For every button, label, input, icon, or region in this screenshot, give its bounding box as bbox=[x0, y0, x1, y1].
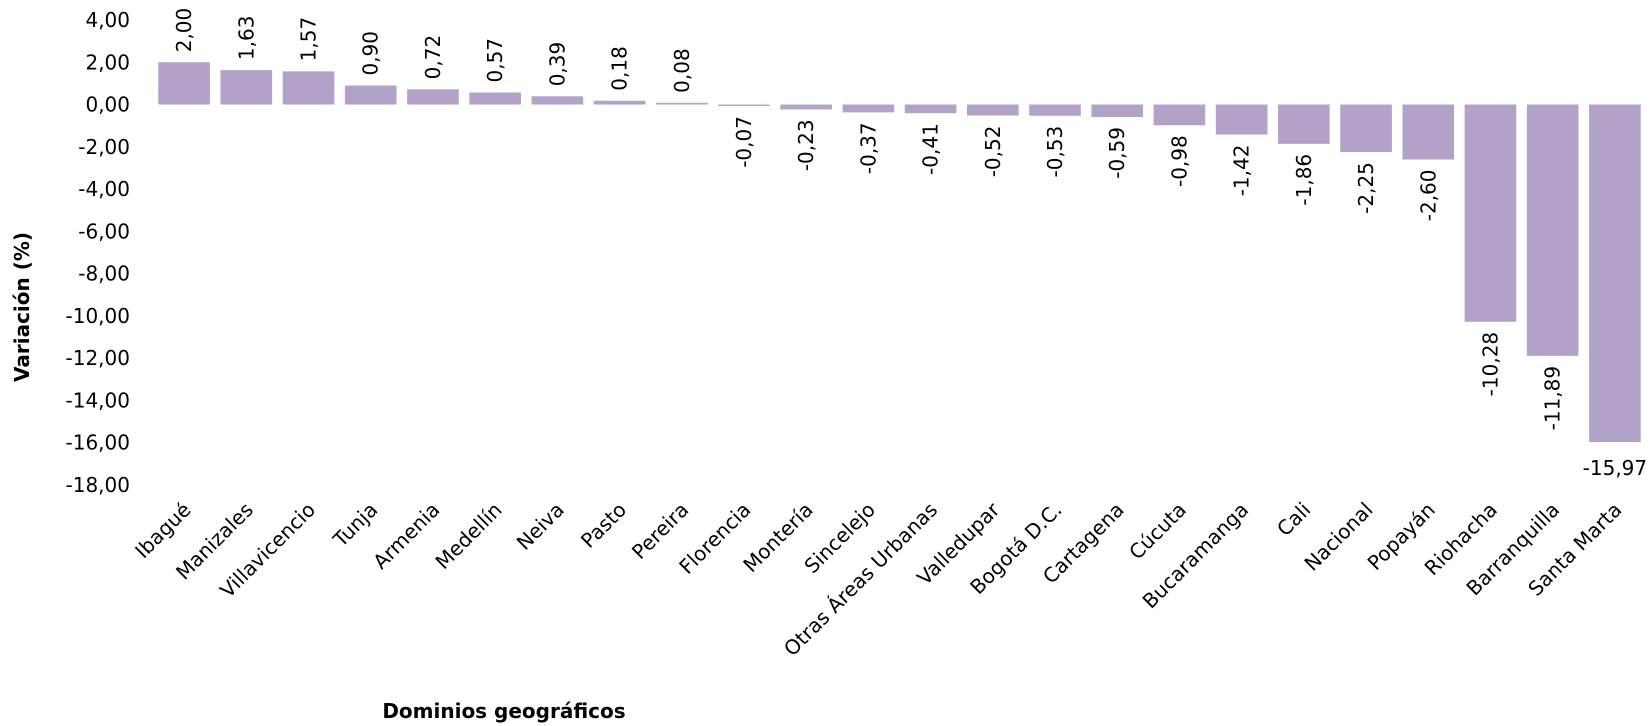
bar bbox=[1091, 104, 1144, 118]
data-label: -15,97 bbox=[1583, 456, 1647, 480]
y-tick-label: -6,00 bbox=[78, 219, 130, 243]
bar bbox=[282, 71, 335, 105]
data-label: -0,98 bbox=[1167, 135, 1191, 187]
data-label: -0,23 bbox=[794, 119, 818, 171]
data-label: 0,39 bbox=[545, 42, 569, 87]
y-tick-label: 4,00 bbox=[85, 8, 130, 32]
y-tick-label: -12,00 bbox=[66, 346, 130, 370]
data-label: 2,00 bbox=[172, 8, 196, 53]
bar bbox=[407, 89, 459, 105]
bar bbox=[531, 96, 584, 105]
y-tick-label: -16,00 bbox=[66, 431, 130, 455]
y-tick-label: -14,00 bbox=[66, 388, 130, 412]
data-label: 0,90 bbox=[359, 31, 383, 76]
x-tick-label: Pasto bbox=[576, 498, 631, 553]
bar bbox=[344, 85, 397, 105]
data-label: -0,37 bbox=[856, 122, 880, 174]
data-label: -1,86 bbox=[1292, 154, 1316, 206]
data-label: -0,41 bbox=[919, 123, 943, 175]
data-label: 1,63 bbox=[234, 16, 258, 61]
bar bbox=[904, 104, 957, 114]
y-tick-label: -18,00 bbox=[66, 473, 130, 497]
bar bbox=[1340, 104, 1392, 153]
x-tick-label: Medellín bbox=[430, 498, 506, 574]
data-label: -0,52 bbox=[981, 126, 1005, 178]
bar bbox=[1526, 104, 1579, 356]
x-tick-label: Bucaramanga bbox=[1138, 498, 1254, 614]
x-tick-label: Neiva bbox=[512, 498, 569, 555]
data-label: -11,89 bbox=[1541, 366, 1565, 430]
data-label: -2,25 bbox=[1354, 162, 1378, 214]
x-tick-label: Nacional bbox=[1299, 498, 1377, 576]
x-tick-label: Tunja bbox=[328, 498, 383, 553]
x-axis-title: Dominios geográficos bbox=[382, 699, 625, 723]
bar bbox=[780, 104, 832, 110]
bar bbox=[718, 104, 770, 107]
data-label: -10,28 bbox=[1478, 332, 1502, 396]
y-tick-label: 0,00 bbox=[85, 93, 130, 117]
data-label: 0,72 bbox=[421, 35, 445, 80]
bar bbox=[1215, 104, 1268, 135]
data-label: -2,60 bbox=[1416, 170, 1440, 222]
y-axis-ticks: 4,00 2,00 0,00 -2,00 -4,00 -6,00 -8,00 -10,00 -1… bbox=[66, 8, 130, 497]
data-label: 1,57 bbox=[297, 17, 321, 62]
bar bbox=[1153, 104, 1206, 126]
bar bbox=[1278, 104, 1330, 144]
bar bbox=[1589, 104, 1641, 443]
bar bbox=[1402, 104, 1455, 160]
bar bbox=[1464, 104, 1517, 322]
bar bbox=[655, 102, 708, 105]
data-label: 0,08 bbox=[670, 48, 694, 93]
data-label: 0,18 bbox=[608, 46, 632, 91]
bar bbox=[158, 62, 210, 105]
y-axis-title: Variación (%) bbox=[10, 232, 34, 382]
data-label: -1,42 bbox=[1230, 145, 1254, 197]
x-tick-label: Cali bbox=[1272, 498, 1315, 541]
bar bbox=[1029, 104, 1081, 116]
data-label: -0,07 bbox=[732, 116, 756, 168]
bar bbox=[593, 100, 646, 105]
y-tick-label: 2,00 bbox=[85, 50, 130, 74]
x-tick-label: Armenia bbox=[368, 498, 444, 574]
bar bbox=[220, 70, 273, 105]
bars-group bbox=[158, 62, 1641, 443]
y-tick-label: -10,00 bbox=[66, 304, 130, 328]
y-tick-label: -2,00 bbox=[78, 135, 130, 159]
y-tick-label: -4,00 bbox=[78, 177, 130, 201]
bar bbox=[842, 104, 895, 113]
data-label: 0,57 bbox=[483, 38, 507, 83]
data-label: -0,59 bbox=[1105, 127, 1129, 179]
bar bbox=[469, 92, 521, 105]
data-labels-group: 2,00 1,63 1,57 0,90 0,72 0,57 0,39 0,18 0,08 -0,0… bbox=[172, 8, 1647, 480]
bar bbox=[967, 104, 1019, 116]
y-tick-label: -8,00 bbox=[78, 262, 130, 286]
data-label: -0,53 bbox=[1043, 126, 1067, 178]
